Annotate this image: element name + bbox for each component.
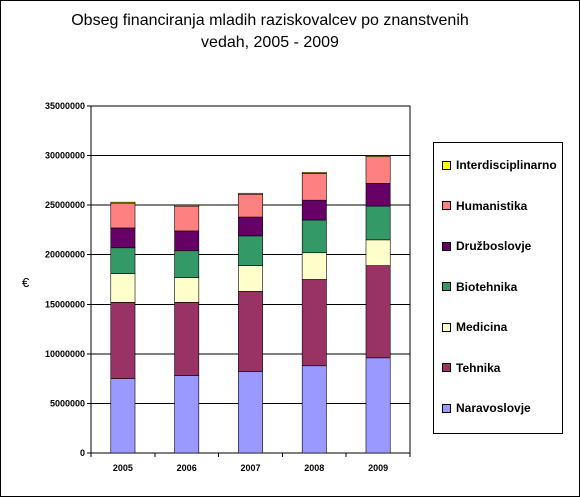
bar-segment-interdisciplinarno	[174, 204, 200, 207]
chart-title-line-2: vedah, 2005 - 2009	[201, 34, 339, 51]
x-tick-label: 2009	[368, 463, 388, 473]
bar-segment-medicina	[110, 273, 136, 303]
x-tick-label: 2007	[240, 463, 260, 473]
bar-segment-naravoslovje	[365, 357, 391, 454]
legend-label: Družboslovje	[456, 239, 532, 253]
bar-segment-biotehnika	[174, 250, 200, 278]
bar-segment-naravoslovje	[301, 365, 327, 454]
legend-swatch	[442, 201, 451, 210]
bar-segment-biotehnika	[301, 219, 327, 254]
y-tick-label: 5000000	[50, 398, 85, 408]
bar-segment-humanistika	[365, 156, 391, 184]
chart-title-line-1: Obseg financiranja mladih raziskovalcev …	[71, 12, 469, 29]
legend-item: Humanistika	[442, 198, 527, 214]
bar-segment-tehnika	[365, 265, 391, 359]
bar-segment-družboslovje	[238, 216, 263, 237]
legend-label: Naravoslovje	[456, 401, 531, 415]
legend-swatch	[442, 282, 451, 291]
y-tick-label: 25000000	[45, 200, 85, 210]
legend-item: Biotehnika	[442, 279, 517, 295]
legend-swatch	[442, 363, 451, 372]
bar-segment-humanistika	[301, 173, 327, 201]
legend-label: Tehnika	[456, 360, 501, 375]
legend: Interdisciplinarno Humanistika Družboslovj…	[433, 142, 563, 434]
x-tick-label: 2006	[177, 463, 197, 473]
legend-item: Medicina	[442, 319, 507, 335]
bar-segment-medicina	[238, 265, 263, 292]
legend-swatch	[442, 403, 451, 413]
legend-item: Tehnika	[442, 360, 500, 376]
legend-item: Naravoslovje	[442, 400, 531, 416]
bar-segment-biotehnika	[238, 235, 263, 266]
legend-item: Družboslovje	[442, 238, 531, 254]
bar-segment-naravoslovje	[238, 371, 263, 454]
y-tick-label: 35000000	[45, 101, 85, 111]
y-tick-label: 15000000	[45, 299, 85, 309]
bar-segment-medicina	[365, 239, 391, 266]
bar-segment-naravoslovje	[110, 378, 136, 454]
bar-segment-tehnika	[238, 291, 263, 373]
legend-label: Interdisciplinarno	[456, 158, 557, 172]
bar-segment-biotehnika	[110, 247, 136, 274]
bar-segment-družboslovje	[110, 227, 136, 249]
bar-segment-tehnika	[110, 302, 136, 379]
legend-swatch	[442, 160, 451, 170]
bar-segment-družboslovje	[301, 199, 327, 221]
legend-label: Biotehnika	[456, 279, 518, 294]
bar-segment-tehnika	[174, 302, 200, 376]
legend-swatch	[442, 322, 451, 332]
bar-segment-medicina	[301, 252, 327, 280]
bar-segment-humanistika	[174, 205, 200, 232]
y-tick-label: 20000000	[45, 250, 85, 260]
chart-title: Obseg financiranja mladih raziskovalcev …	[40, 10, 500, 54]
y-tick-label: 0	[80, 448, 85, 458]
bar-segment-interdisciplinarno	[365, 155, 391, 157]
bar-segment-humanistika	[238, 193, 263, 218]
legend-item: Interdisciplinarno	[442, 157, 557, 173]
x-tick-label: 2005	[113, 463, 133, 473]
bar-segment-družboslovje	[365, 183, 391, 207]
legend-label: Medicina	[456, 320, 508, 334]
bar-segment-interdisciplinarno	[238, 192, 263, 195]
legend-swatch	[442, 241, 451, 251]
bar-segment-biotehnika	[365, 205, 391, 241]
bar-segment-medicina	[174, 277, 200, 303]
y-tick-label: 10000000	[45, 349, 85, 359]
bar-segment-družboslovje	[174, 230, 200, 252]
legend-label: Humanistika	[456, 198, 528, 213]
bar-segment-interdisciplinarno	[301, 172, 327, 174]
bar-segment-naravoslovje	[174, 375, 200, 454]
bar-segment-interdisciplinarno	[110, 201, 136, 204]
x-tick-label: 2008	[304, 463, 324, 473]
y-axis-label: €	[22, 275, 30, 290]
bar-segment-humanistika	[110, 202, 136, 229]
y-tick-label: 30000000	[45, 151, 85, 161]
bar-segment-tehnika	[301, 279, 327, 367]
